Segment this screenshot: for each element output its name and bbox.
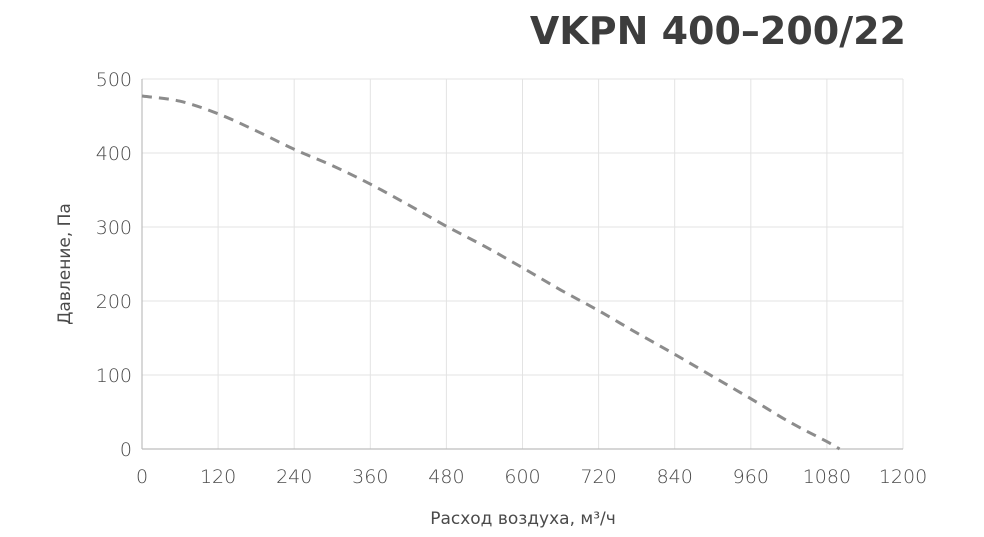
x-axis-label: Расход воздуха, м³/ч	[430, 509, 616, 529]
y-axis-label: Давление, Па	[55, 203, 75, 325]
x-tick-label: 0	[136, 466, 148, 488]
y-tick-label: 0	[120, 439, 132, 461]
chart-title: VKPN 400–200/22	[530, 9, 906, 53]
axes	[141, 79, 903, 450]
x-tick-label: 720	[580, 466, 616, 488]
series-layer	[141, 94, 841, 451]
x-tick-label: 1200	[879, 466, 927, 488]
grid	[141, 78, 904, 450]
y-tick-label: 100	[96, 365, 132, 387]
x-tick-label: 600	[504, 466, 540, 488]
y-tick-label: 500	[96, 69, 132, 91]
y-tick-label: 300	[96, 217, 132, 239]
x-tick-label: 360	[352, 466, 388, 488]
x-tick-label: 480	[428, 466, 464, 488]
y-tick-label: 400	[96, 143, 132, 165]
x-tick-label: 120	[200, 466, 236, 488]
x-tick-label: 240	[276, 466, 312, 488]
x-tick-label: 840	[657, 466, 693, 488]
x-tick-label: 1080	[803, 466, 851, 488]
tick-labels: 0 120 240 360 480 600 720 840 960 1080 1200 0 100 200…	[96, 69, 927, 488]
x-tick-label: 960	[733, 466, 769, 488]
series-line-0	[141, 94, 841, 451]
y-tick-label: 200	[96, 291, 132, 313]
